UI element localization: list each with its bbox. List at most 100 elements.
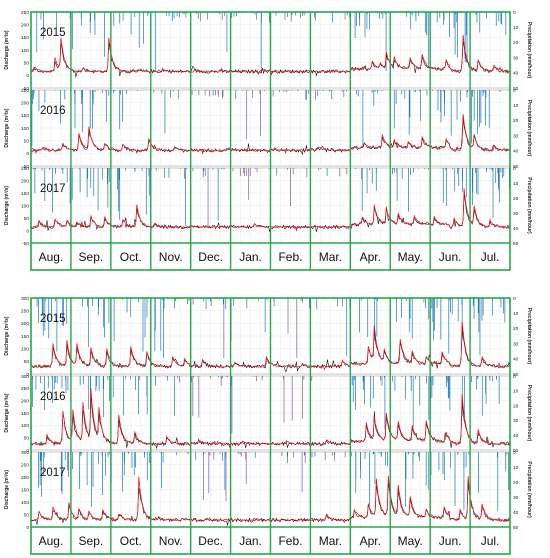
y-tick-label: 0 [26,372,29,378]
month-label: Mar. [319,534,342,548]
precipitation-series [38,452,511,512]
year-label: 2015 [40,27,66,39]
y2-tick-label: 20 [513,326,519,332]
y2-tick-label: 40 [513,71,519,77]
y-tick-label: 100 [21,203,29,209]
y2-tick-label: 0 [513,166,516,172]
y2-tick-label: 40 [513,357,519,363]
y-tick-label: 200 [21,100,29,106]
y-tick-label: 100 [21,126,29,132]
y-tick-label: 250 [21,386,29,392]
month-label: Oct. [120,250,142,264]
y2-tick-label: 20 [513,118,519,124]
y-tick-label: 100 [21,346,29,352]
month-label: Jul. [481,250,500,264]
y2-tick-label: 40 [513,433,519,439]
month-label: Jan. [239,534,262,548]
y2-tick-label: 30 [513,495,519,501]
month-label: Nov. [159,534,183,548]
y-tick-label: 50 [24,435,30,441]
y-axis-label: Discharge (m³/s) [4,186,10,226]
month-label: May. [398,250,423,264]
y2-tick-label: 40 [513,149,519,155]
y2-tick-label: 10 [513,311,519,317]
y-tick-label: 300 [21,296,29,302]
month-label: Apr. [360,534,381,548]
y-tick-label: 100 [21,48,29,54]
y2-tick-label: 30 [513,418,519,424]
y2-tick-label: 30 [513,211,519,217]
month-label: Dec. [198,250,223,264]
year-label: 2017 [40,183,66,195]
y2-axis-label: Precipitation (mm/hour) [526,177,532,234]
y-tick-label: 0 [26,151,29,157]
y2-axis-label: Precipitation (mm/hour) [526,22,532,79]
y2-axis-label: Precipitation (mm/hour) [526,308,532,365]
y2-tick-label: 50 [513,372,519,378]
month-label: Sep. [79,534,104,548]
y-tick-label: 50 [24,512,30,518]
month-label: Oct. [120,534,142,548]
y-tick-label: 50 [24,60,30,66]
y-tick-label: 100 [21,500,29,506]
y-tick-label: 0 [26,448,29,454]
month-frames [30,11,511,271]
y2-tick-label: 20 [513,480,519,486]
y-tick-label: 150 [21,191,29,197]
y-tick-label: 150 [21,334,29,340]
month-label: Jun. [439,534,462,548]
y-tick-label: 50 [24,359,30,365]
y-axis-label: Discharge (m³/s) [4,316,10,356]
y-tick-label: 250 [21,166,29,172]
y-tick-label: 250 [21,308,29,314]
month-label: Dec. [198,534,223,548]
precipitation-series [32,168,510,227]
y-tick-label: 200 [21,178,29,184]
y2-tick-label: 50 [513,448,519,454]
y2-tick-label: 0 [513,88,516,94]
y-tick-label: 0 [26,73,29,79]
precipitation-series [31,90,509,149]
month-labels: Aug. Sep. Oct. Nov. Dec. Jan. Feb. Mar. Apr. May.… [39,534,500,548]
y-tick-label: 200 [21,475,29,481]
y2-tick-label: 0 [513,450,516,456]
month-frames [30,297,511,555]
month-label: Nov. [159,250,183,264]
y-tick-label: -50 [22,86,29,92]
y-tick-label: -50 [22,241,29,247]
month-label: Aug. [39,250,64,264]
y-axis-label: Discharge (m³/s) [4,470,10,510]
month-label: Apr. [360,250,381,264]
year-label: 2016 [40,105,66,117]
y2-tick-label: 30 [513,55,519,61]
month-label: Jun. [439,250,462,264]
y2-tick-label: 30 [513,341,519,347]
y-tick-label: 100 [21,423,29,429]
y2-tick-label: 40 [513,226,519,232]
y2-tick-label: 0 [513,296,516,302]
y-tick-label: 200 [21,321,29,327]
y-tick-label: 250 [21,88,29,94]
y-tick-label: 300 [21,374,29,380]
y2-tick-label: 10 [513,25,519,31]
year-label: 2016 [40,391,66,403]
y-tick-label: 0 [26,525,29,531]
y2-tick-label: 10 [513,389,519,395]
y2-tick-label: 0 [513,10,516,16]
y-axis-label: Discharge (m³/s) [4,393,10,433]
y2-tick-label: 30 [513,133,519,139]
y-tick-label: 200 [21,22,29,28]
y2-tick-label: 10 [513,103,519,109]
month-label: Jul. [481,534,500,548]
y2-tick-label: 20 [513,403,519,409]
precipitation-series [32,376,500,434]
y2-tick-label: 20 [513,196,519,202]
y-tick-label: 50 [24,138,30,144]
